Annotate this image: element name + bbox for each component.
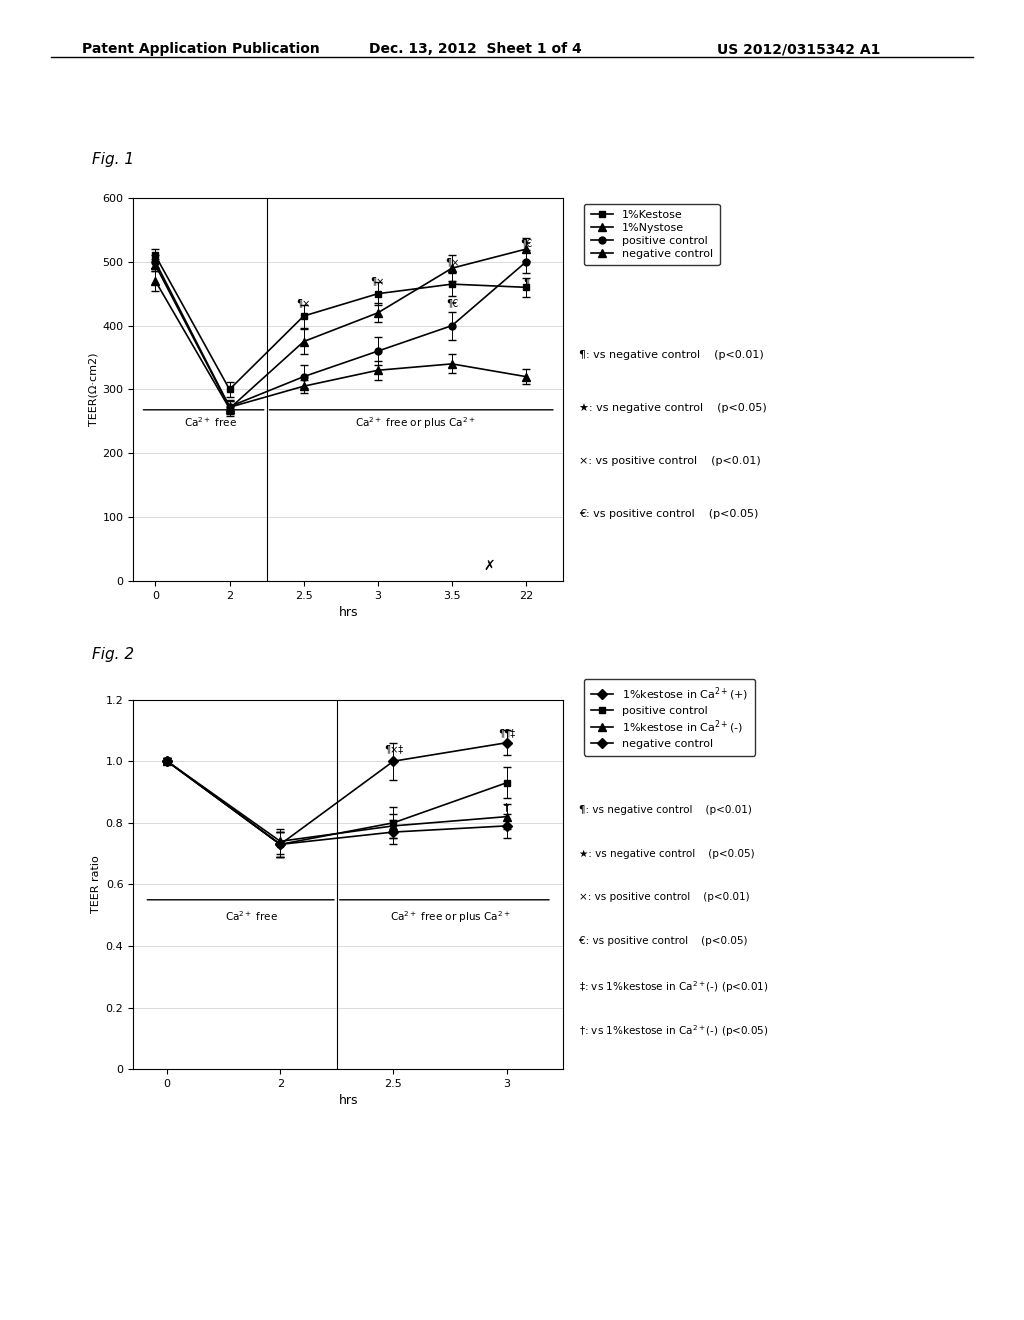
Text: ★: vs negative control    (p<0.05): ★: vs negative control (p<0.05) xyxy=(579,403,766,413)
Text: ¶×: ¶× xyxy=(297,298,311,309)
Text: Fig. 2: Fig. 2 xyxy=(92,647,134,661)
Text: ¶×: ¶× xyxy=(444,257,459,267)
X-axis label: hrs: hrs xyxy=(338,606,358,619)
Text: Ca$^{2+}$ free or plus Ca$^{2+}$: Ca$^{2+}$ free or plus Ca$^{2+}$ xyxy=(390,909,510,925)
X-axis label: hrs: hrs xyxy=(338,1094,358,1107)
Legend: 1%kestose in Ca$^{2+}$(+), positive control, 1%kestose in Ca$^{2+}$(-), negative: 1%kestose in Ca$^{2+}$(+), positive cont… xyxy=(584,678,755,755)
Text: Dec. 13, 2012  Sheet 1 of 4: Dec. 13, 2012 Sheet 1 of 4 xyxy=(369,42,582,57)
Text: ¶¶‡: ¶¶‡ xyxy=(498,729,515,739)
Text: US 2012/0315342 A1: US 2012/0315342 A1 xyxy=(717,42,881,57)
Y-axis label: TEER ratio: TEER ratio xyxy=(91,855,101,913)
Text: ×: vs positive control    (p<0.01): ×: vs positive control (p<0.01) xyxy=(579,455,760,466)
Y-axis label: TEER(Ω·cm2): TEER(Ω·cm2) xyxy=(88,352,98,426)
Text: Ca$^{2+}$ free: Ca$^{2+}$ free xyxy=(225,909,279,923)
Text: Patent Application Publication: Patent Application Publication xyxy=(82,42,319,57)
Text: ¶: vs negative control    (p<0.01): ¶: vs negative control (p<0.01) xyxy=(579,350,763,360)
Text: €: vs positive control    (p<0.05): €: vs positive control (p<0.05) xyxy=(579,936,748,946)
Text: ¶€: ¶€ xyxy=(520,238,532,248)
Text: ✗: ✗ xyxy=(483,560,495,573)
Text: †: vs 1%kestose in Ca$^{2+}$(-) (p<0.05): †: vs 1%kestose in Ca$^{2+}$(-) (p<0.05) xyxy=(579,1023,768,1039)
Text: †: † xyxy=(504,803,509,813)
Text: ×: vs positive control    (p<0.01): ×: vs positive control (p<0.01) xyxy=(579,892,750,903)
Text: ¶€: ¶€ xyxy=(445,298,458,309)
Text: ¶: ¶ xyxy=(523,277,529,288)
Text: Ca$^{2+}$ free: Ca$^{2+}$ free xyxy=(184,414,238,429)
Text: ¶×‡: ¶×‡ xyxy=(384,744,403,754)
Text: Ca$^{2+}$ free or plus Ca$^{2+}$: Ca$^{2+}$ free or plus Ca$^{2+}$ xyxy=(354,414,475,430)
Text: Fig. 1: Fig. 1 xyxy=(92,152,134,166)
Text: ¶×: ¶× xyxy=(371,276,385,286)
Text: ‡: vs 1%kestose in Ca$^{2+}$(-) (p<0.01): ‡: vs 1%kestose in Ca$^{2+}$(-) (p<0.01) xyxy=(579,979,768,995)
Text: ★: vs negative control    (p<0.05): ★: vs negative control (p<0.05) xyxy=(579,849,755,859)
Text: ¶: vs negative control    (p<0.01): ¶: vs negative control (p<0.01) xyxy=(579,805,752,816)
Legend: 1%Kestose, 1%Nystose, positive control, negative control: 1%Kestose, 1%Nystose, positive control, … xyxy=(584,203,720,265)
Text: €: vs positive control    (p<0.05): €: vs positive control (p<0.05) xyxy=(579,510,758,519)
